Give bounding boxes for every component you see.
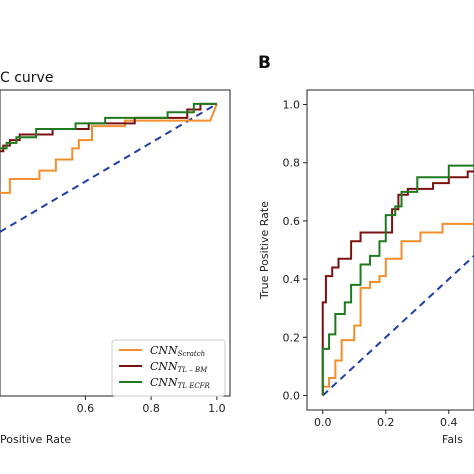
x-tick-label: 1.0 [208, 402, 226, 415]
panel-b-roc-chart: 0.0 0.2 0.4 0.0 0.2 0.4 0.6 0.8 1.0 B Fals True Pos… [258, 53, 474, 446]
chart-title: C curve [0, 70, 53, 86]
roc-series-line-2 [321, 164, 474, 396]
plot-frame [306, 89, 474, 411]
roc-series-line-1 [321, 170, 474, 396]
plot-area [321, 164, 474, 397]
legend: CNNScratch CNNTL – BM CNNTL ECFR [111, 339, 226, 397]
x-axis-label: Positive Rate [0, 433, 71, 446]
y-tick-label: 1.0 [283, 99, 301, 112]
x-tick-label: 0.6 [77, 402, 95, 415]
x-tick-label: 0.4 [440, 416, 458, 429]
panel-letter: B [258, 53, 271, 73]
x-tick-label: 0.2 [377, 416, 395, 429]
chance-diagonal-line [322, 255, 474, 397]
legend-entry-2: CNNTL ECFR [150, 376, 211, 390]
plot-area [0, 102, 218, 233]
roc-series-line-1 [0, 102, 217, 153]
chance-diagonal-line [0, 103, 218, 233]
y-axis-label: True Positive Rate [258, 201, 271, 300]
x-tick-label: 0.0 [314, 416, 332, 429]
x-axis-label: Fals [442, 433, 463, 446]
roc-series-line-2 [0, 102, 217, 150]
y-tick-label: 0.6 [283, 215, 301, 228]
legend-entry-0: CNNScratch [150, 344, 205, 358]
y-tick-label: 0.4 [283, 273, 301, 286]
y-tick-label: 0.0 [283, 389, 301, 402]
y-tick-label: 0.8 [283, 157, 301, 170]
roc-series-line-0 [321, 222, 474, 396]
legend-entry-1: CNNTL – BM [150, 360, 208, 374]
y-tick-label: 0.2 [283, 331, 301, 344]
x-tick-label: 0.8 [142, 402, 160, 415]
